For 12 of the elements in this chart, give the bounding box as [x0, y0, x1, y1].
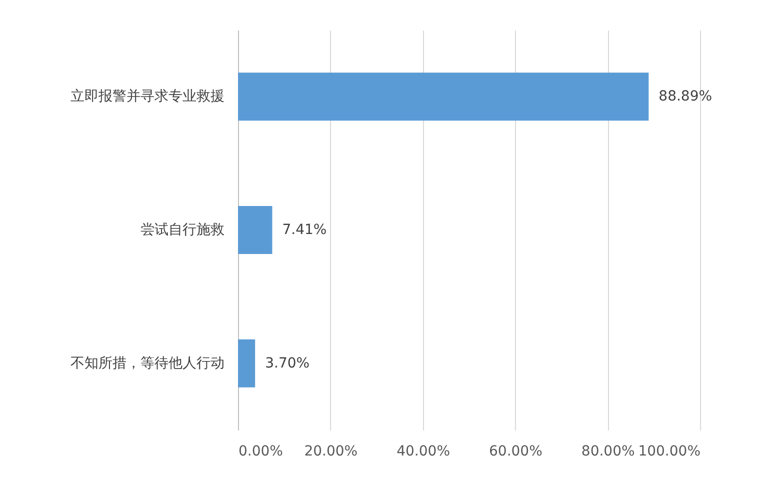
data-label: 3.70% [265, 355, 310, 372]
x-tick-label: 100.00% [638, 444, 700, 460]
x-tick-label: 80.00% [581, 444, 635, 460]
y-tick-label: 立即报警并寻求专业救援 [70, 88, 224, 105]
x-tick-label: 40.00% [396, 444, 450, 460]
y-tick-label: 尝试自行施救 [140, 222, 224, 238]
data-label: 7.41% [282, 222, 327, 238]
x-tick-label: 20.00% [304, 444, 358, 460]
x-tick-label: 60.00% [489, 444, 542, 460]
y-tick-label: 不知所措，等待他人行动 [70, 355, 224, 372]
x-tick-label: 0.00% [238, 444, 283, 460]
data-label: 88.89% [658, 88, 712, 105]
